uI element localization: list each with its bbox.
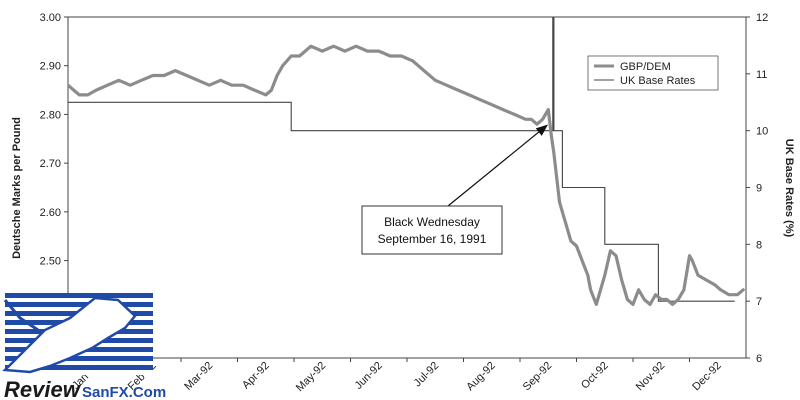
logo-graphic [2, 293, 153, 375]
right-axis-title: UK Base Rates (%) [783, 139, 795, 238]
annotation-line-1: Black Wednesday [384, 215, 480, 229]
legend-label-uk-base-rates: UK Base Rates [620, 75, 696, 87]
legend-box [587, 55, 719, 91]
annotation-line-2: September 16, 1991 [378, 232, 487, 246]
x-tick-label: Aug-92 [464, 360, 498, 394]
x-tick-label: Jun-92 [353, 360, 385, 392]
right-tick-label: 6 [756, 353, 762, 365]
x-tick-label: Dec-92 [690, 360, 724, 394]
x-tick-label: Jul-92 [412, 360, 442, 390]
watermark-logo[interactable]: Review SanFX.Com [2, 293, 166, 400]
left-tick-label: 2.80 [40, 109, 61, 121]
left-tick-label: 2.60 [40, 207, 61, 219]
watermark-review-text: Review [4, 377, 82, 400]
right-tick-label: 8 [756, 239, 762, 251]
right-tick-label: 10 [756, 126, 768, 138]
left-tick-label: 2.50 [40, 256, 61, 268]
x-tick-label: Oct-92 [579, 360, 611, 392]
x-tick-label: Apr-92 [240, 360, 272, 392]
legend: GBP/DEM UK Base Rates [587, 55, 719, 91]
legend-label-gbp-dem: GBP/DEM [620, 61, 671, 73]
right-tick-label: 9 [756, 183, 762, 195]
left-tick-label: 2.90 [40, 61, 61, 73]
left-tick-label: 3.00 [40, 12, 61, 24]
annotation-arrow [447, 124, 549, 207]
x-axis-ticks: Jan-92 Feb-92 Mar-92 Apr-92 May-92 Jun-92 Jul-… [67, 358, 724, 394]
x-tick-label: Mar-92 [182, 360, 215, 393]
watermark-site-text: SanFX.Com [82, 384, 166, 400]
x-tick-label: May-92 [294, 360, 328, 394]
x-tick-label: Sep-92 [521, 360, 555, 394]
x-tick-label: Nov-92 [634, 360, 668, 394]
left-tick-label: 2.70 [40, 158, 61, 170]
annotation: Black Wednesday September 16, 1991 [361, 124, 549, 255]
right-tick-label: 11 [756, 69, 767, 81]
right-tick-label: 7 [756, 296, 762, 308]
annotation-box [361, 205, 503, 255]
series-line-uk-base-rates [68, 17, 735, 302]
right-axis-ticks: 6 7 8 9 10 11 12 [746, 12, 768, 365]
left-axis-title: Deutsche Marks per Pound [11, 117, 23, 259]
series-line-gbp-dem [68, 44, 745, 306]
right-tick-label: 12 [756, 12, 768, 24]
